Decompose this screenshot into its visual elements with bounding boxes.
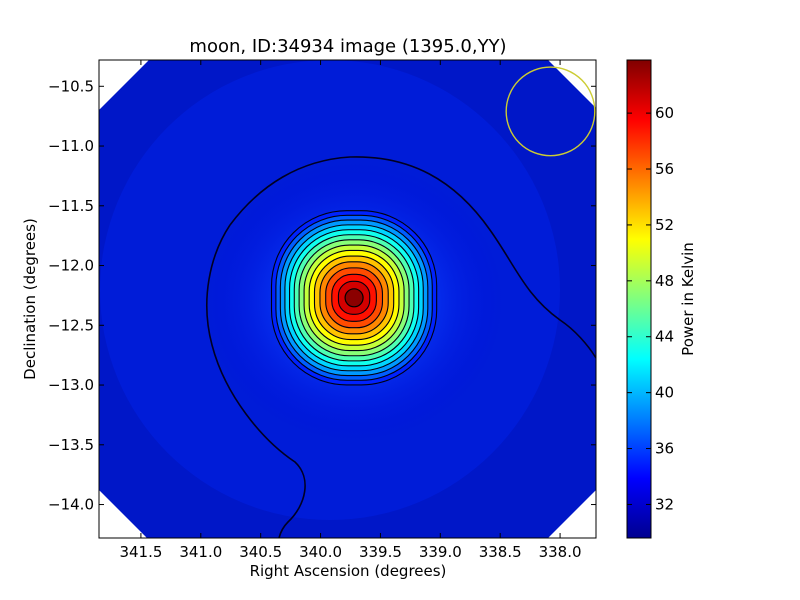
- contour-lines: [270, 210, 438, 386]
- image-corner-mask: [548, 60, 596, 108]
- y-tick-label: −11.5: [48, 197, 94, 215]
- y-tick-label: −14.0: [48, 496, 94, 514]
- contour-line: [337, 280, 371, 315]
- x-tick-label: 341.0: [179, 543, 222, 561]
- x-tick-label: 338.0: [539, 543, 582, 561]
- colorbar-tick-label: 44: [655, 328, 674, 346]
- colorbar-tick-label: 40: [655, 384, 674, 402]
- contour-line: [308, 249, 400, 346]
- x-tick-label: 340.0: [299, 543, 342, 561]
- colorbar-tick-label: 56: [655, 160, 674, 178]
- image-corner-mask: [99, 60, 149, 110]
- x-tick-label: 339.0: [419, 543, 462, 561]
- plot-area: [99, 60, 596, 538]
- outer-contour-line: [206, 224, 306, 538]
- x-tick-label: 340.5: [239, 543, 282, 561]
- source-peak-marker: [344, 288, 364, 308]
- plot-frame: [98, 59, 597, 539]
- contour-line: [279, 219, 429, 377]
- x-tick-label: 339.5: [359, 543, 402, 561]
- image-corner-mask: [548, 490, 596, 538]
- contour-line: [319, 261, 389, 335]
- contour-line: [313, 255, 395, 341]
- contour-line: [303, 244, 405, 352]
- contour-line: [270, 210, 438, 386]
- contour-line: [275, 214, 433, 381]
- contour-line: [325, 267, 384, 329]
- y-tick-label: −12.5: [48, 316, 94, 334]
- colorbar: 32 36 40 44 48 52 56 60 Power in Kelvin: [626, 59, 697, 539]
- x-axis: 341.5 341.0 340.5 340.0 339.5 339.0 338.5 338.0: [119, 60, 582, 561]
- y-tick-label: −10.5: [48, 77, 94, 95]
- colorbar-tick-label: 32: [655, 495, 674, 513]
- colorbar-tick-label: 36: [655, 440, 674, 458]
- y-tick-label: −12.0: [48, 257, 94, 275]
- colorbar-tick-label: 52: [655, 216, 674, 234]
- image-mask: [99, 60, 596, 538]
- chart-title: moon, ID:34934 image (1395.0,YY): [189, 36, 506, 57]
- y-axis: −10.5 −11.0 −11.5 −12.0 −12.5 −13.0 −13.5 −14.0: [48, 77, 596, 514]
- contour-line: [298, 239, 410, 357]
- colorbar-label: Power in Kelvin: [679, 242, 697, 356]
- beam-circle: [505, 66, 596, 157]
- y-tick-label: −13.0: [48, 376, 94, 394]
- colorbar-gradient: [626, 59, 652, 539]
- colorbar-tick-label: 60: [655, 104, 674, 122]
- contour-line: [331, 273, 377, 322]
- x-tick-label: 341.5: [119, 543, 162, 561]
- y-axis-label: Declination (degrees): [21, 218, 39, 380]
- image-corner-mask: [99, 490, 147, 538]
- colorbar-tick-label: 48: [655, 272, 674, 290]
- contour-line: [284, 224, 424, 372]
- contour-line: [293, 234, 415, 362]
- outer-contour-line: [229, 156, 596, 359]
- contour-line: [289, 229, 420, 367]
- x-axis-label: Right Ascension (degrees): [250, 562, 447, 580]
- y-tick-label: −13.5: [48, 436, 94, 454]
- colorbar-ticks: 32 36 40 44 48 52 56 60: [627, 104, 674, 513]
- x-tick-label: 338.5: [479, 543, 522, 561]
- y-tick-label: −11.0: [48, 137, 94, 155]
